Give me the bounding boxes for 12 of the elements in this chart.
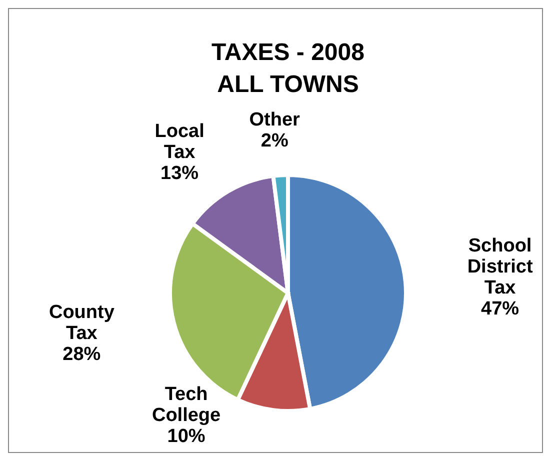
data-label: 13%	[160, 163, 199, 184]
slice-label: Local Tax	[154, 121, 204, 164]
data-label: 2%	[260, 130, 288, 152]
chart-title: TAXES - 2008	[212, 39, 364, 66]
chart-subtitle: ALL TOWNS	[217, 71, 359, 98]
slice-label: Other	[249, 109, 301, 130]
data-label: 10%	[167, 426, 206, 447]
data-label: 47%	[481, 298, 520, 320]
slice-label: County Tax	[48, 302, 115, 344]
data-label: 28%	[62, 344, 101, 366]
slice-label: Tech College	[152, 384, 221, 426]
slice-label: School District Tax	[467, 236, 534, 299]
